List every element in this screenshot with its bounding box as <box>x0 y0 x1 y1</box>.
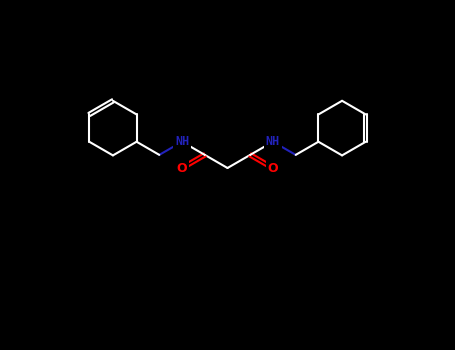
Text: O: O <box>177 161 187 175</box>
Text: NH: NH <box>266 135 280 148</box>
Text: O: O <box>268 161 278 175</box>
Text: NH: NH <box>175 135 189 148</box>
